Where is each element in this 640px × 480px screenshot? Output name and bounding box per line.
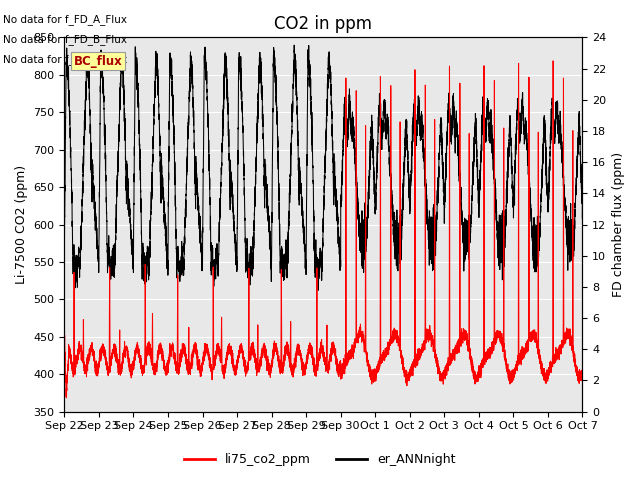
Text: BC_flux: BC_flux: [74, 55, 122, 68]
Y-axis label: FD chamber flux (ppm): FD chamber flux (ppm): [612, 152, 625, 297]
Legend: li75_co2_ppm, er_ANNnight: li75_co2_ppm, er_ANNnight: [179, 448, 461, 471]
Text: No data for f_FD_C_Flux: No data for f_FD_C_Flux: [3, 54, 127, 65]
Text: No data for f_FD_B_Flux: No data for f_FD_B_Flux: [3, 34, 127, 45]
Y-axis label: Li-7500 CO2 (ppm): Li-7500 CO2 (ppm): [15, 165, 28, 284]
Title: CO2 in ppm: CO2 in ppm: [275, 15, 372, 33]
Text: No data for f_FD_A_Flux: No data for f_FD_A_Flux: [3, 13, 127, 24]
